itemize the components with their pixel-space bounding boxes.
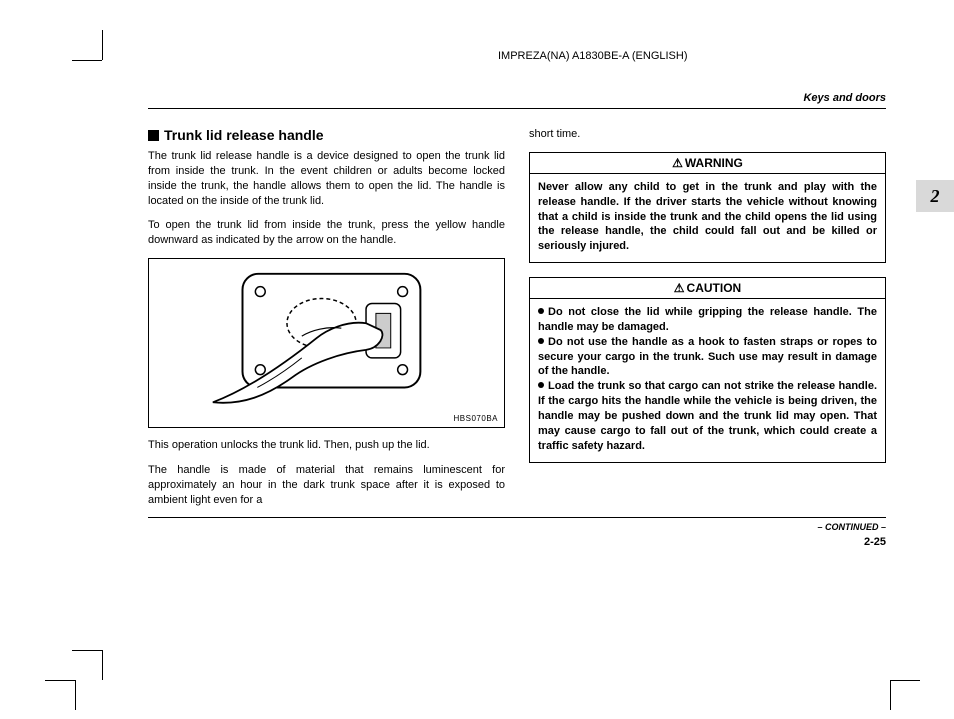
caution-title-text: CAUTION (687, 281, 742, 295)
bullet-icon (538, 338, 544, 344)
crop-mark (890, 680, 920, 681)
paragraph: The handle is made of material that rema… (148, 463, 505, 508)
caution-body: Do not close the lid while gripping the … (530, 299, 885, 461)
crop-mark (72, 650, 102, 651)
crop-mark (890, 680, 891, 710)
left-column: Trunk lid release handle The trunk lid r… (148, 127, 505, 507)
caution-item: Do not use the handle as a hook to faste… (538, 336, 877, 378)
caution-title: ⚠CAUTION (530, 278, 885, 299)
figure-code: HBS070BA (454, 414, 498, 423)
warning-icon: ⚠ (674, 281, 685, 295)
warning-title-text: WARNING (685, 156, 743, 170)
caution-box: ⚠CAUTION Do not close the lid while grip… (529, 277, 886, 462)
crop-mark (72, 60, 102, 61)
page-number: 2-25 (864, 536, 886, 548)
continued-label: – CONTINUED – (817, 522, 886, 532)
paragraph: short time. (529, 127, 886, 142)
crop-mark (45, 680, 75, 681)
paragraph: This operation unlocks the trunk lid. Th… (148, 438, 505, 453)
document-header: IMPREZA(NA) A1830BE-A (ENGLISH) (148, 50, 886, 62)
bullet-icon (538, 382, 544, 388)
illustration: HBS070BA (148, 258, 505, 428)
page-content: IMPREZA(NA) A1830BE-A (ENGLISH) Keys and… (148, 50, 886, 550)
paragraph: To open the trunk lid from inside the tr… (148, 218, 505, 248)
caution-item: Load the trunk so that cargo can not str… (538, 380, 877, 451)
paragraph: The trunk lid release handle is a device… (148, 149, 505, 208)
crop-mark (102, 650, 103, 680)
section-label: Keys and doors (148, 92, 886, 109)
bullet-icon (538, 308, 544, 314)
crop-mark (75, 680, 76, 710)
crop-mark (102, 30, 103, 60)
warning-title: ⚠WARNING (530, 153, 885, 174)
page-footer: – CONTINUED – (148, 517, 886, 532)
section-heading: Trunk lid release handle (148, 127, 505, 143)
right-column: short time. ⚠WARNING Never allow any chi… (529, 127, 886, 507)
warning-body: Never allow any child to get in the trun… (530, 174, 885, 262)
chapter-tab: 2 (916, 180, 954, 212)
heading-text: Trunk lid release handle (164, 127, 324, 143)
square-bullet-icon (148, 130, 159, 141)
warning-icon: ⚠ (672, 156, 683, 170)
warning-box: ⚠WARNING Never allow any child to get in… (529, 152, 886, 263)
trunk-handle-illustration (149, 259, 504, 427)
caution-item: Do not close the lid while gripping the … (538, 306, 877, 333)
